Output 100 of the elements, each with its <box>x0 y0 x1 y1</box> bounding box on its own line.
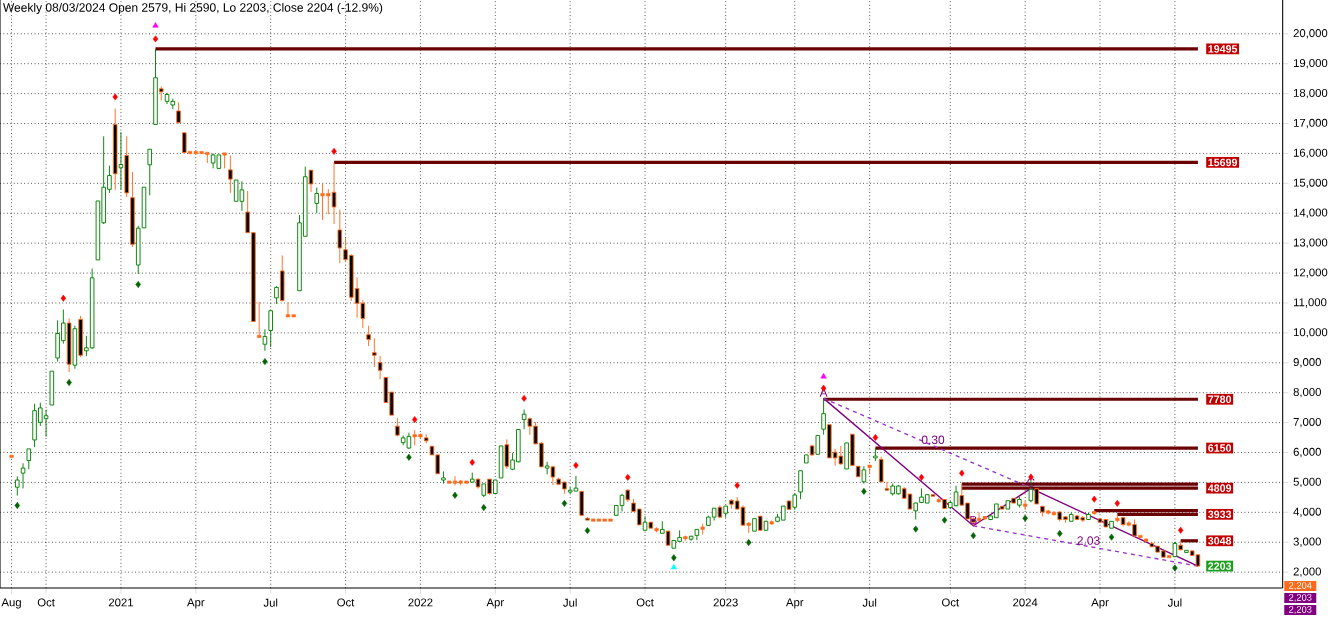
y-tick-label: 11,000 <box>1293 298 1327 308</box>
y-tick-label: 20,000 <box>1293 29 1328 39</box>
y-tick-label: 12,000 <box>1293 268 1328 278</box>
point <box>561 499 568 507</box>
data-label: 15699 <box>1208 158 1238 167</box>
y-tick-label: 17,000 <box>1293 118 1328 129</box>
point <box>112 93 118 101</box>
candlestick <box>642 515 648 532</box>
candlestick <box>337 209 343 264</box>
point <box>734 481 740 489</box>
point <box>521 394 527 402</box>
point <box>573 461 579 469</box>
y-tick-label: 6,000 <box>1293 447 1321 458</box>
x-tick-label: Oct <box>37 598 55 607</box>
point <box>670 563 677 570</box>
candlestick <box>118 131 124 191</box>
candlestick <box>26 448 32 470</box>
point <box>412 416 418 424</box>
data-label: 3933 <box>1208 510 1232 519</box>
point <box>1172 564 1178 572</box>
point <box>861 487 867 495</box>
candlestick <box>544 461 550 475</box>
y-tick-label: 2,000 <box>1293 567 1321 577</box>
candlestick <box>176 101 181 124</box>
x-tick-label: Oct <box>636 598 654 607</box>
annotation: B <box>970 515 977 525</box>
data-label: 3048 <box>1208 537 1232 545</box>
candlestick <box>222 152 227 169</box>
candlestick <box>228 155 233 194</box>
point <box>60 294 67 302</box>
candlestick <box>372 337 377 368</box>
candlestick <box>308 169 314 193</box>
x-tick-label: Aug <box>1 598 21 609</box>
x-tick-label: Apr <box>785 598 804 609</box>
point <box>135 280 141 288</box>
point <box>746 539 752 547</box>
y-tick-label: 15,000 <box>1293 178 1328 189</box>
y-tick-label: 3,000 <box>1293 537 1321 547</box>
x-tick-label: Jul <box>563 598 577 607</box>
data-label: 7780 <box>1208 395 1232 404</box>
candlestick <box>821 397 826 436</box>
candlestick <box>15 475 20 497</box>
y-tick-label: 13,000 <box>1293 238 1328 248</box>
x-tick-label: Apr <box>1091 598 1109 609</box>
y-tick-label: 10,000 <box>1293 328 1328 338</box>
x-tick-label: Jul <box>1167 598 1182 607</box>
x-tick-label: Jul <box>263 598 278 607</box>
point <box>14 501 20 509</box>
x-tick-label: Oct <box>337 598 355 607</box>
text: 2,204 <box>1289 582 1312 590</box>
point <box>452 491 458 499</box>
candlestick <box>884 481 890 491</box>
candlestick <box>377 355 383 380</box>
x-tick-label: 2022 <box>408 598 433 607</box>
candlestick <box>257 301 262 338</box>
y-tick-label: 5,000 <box>1293 477 1321 488</box>
y-tick-label: 4,000 <box>1293 507 1321 518</box>
point <box>481 504 487 512</box>
data-label: 4809 <box>1207 484 1232 492</box>
point <box>1057 530 1063 538</box>
x-tick-label: Apr <box>486 598 504 609</box>
point <box>66 379 72 386</box>
point <box>820 373 827 379</box>
text: 2,203 <box>1289 606 1312 614</box>
y-tick-label: 8,000 <box>1293 388 1321 398</box>
point <box>970 532 976 540</box>
point <box>913 525 919 533</box>
chart-title: Weekly 08/03/2024 Open 2579, Hi 2590, Lo 2203, Close 2204 (-12.9%) <box>3 2 383 15</box>
point <box>1022 514 1028 522</box>
point <box>152 22 159 28</box>
candlestick <box>798 470 803 500</box>
annotation: 2.03 <box>1077 536 1100 545</box>
x-tick-label: Jul <box>862 598 877 607</box>
data-label: 19495 <box>1208 45 1238 53</box>
point <box>152 35 159 43</box>
text: 2,203 <box>1289 594 1312 602</box>
candlestick <box>268 309 273 348</box>
x-tick-label: 2023 <box>713 598 738 607</box>
y-tick-label: 18,000 <box>1293 88 1328 99</box>
candlestick <box>314 187 320 214</box>
point <box>625 473 631 481</box>
x-tick-label: 2024 <box>1013 598 1038 607</box>
candlestick <box>366 325 371 347</box>
point <box>872 434 879 442</box>
y-tick-label: 9,000 <box>1293 358 1321 368</box>
point <box>1091 495 1097 503</box>
candlestick <box>521 408 527 430</box>
point <box>262 358 268 366</box>
point <box>671 554 677 562</box>
data-label: 6150 <box>1208 444 1232 452</box>
point <box>331 147 337 155</box>
point <box>469 458 475 466</box>
annotation: 2203 <box>1208 562 1232 570</box>
y-tick-label: 16,000 <box>1293 148 1328 159</box>
candlestick <box>147 148 153 196</box>
point <box>959 469 965 477</box>
candlestick <box>20 462 26 489</box>
candlestick <box>878 456 884 483</box>
candlestick <box>262 328 268 352</box>
candlestick <box>579 490 584 516</box>
